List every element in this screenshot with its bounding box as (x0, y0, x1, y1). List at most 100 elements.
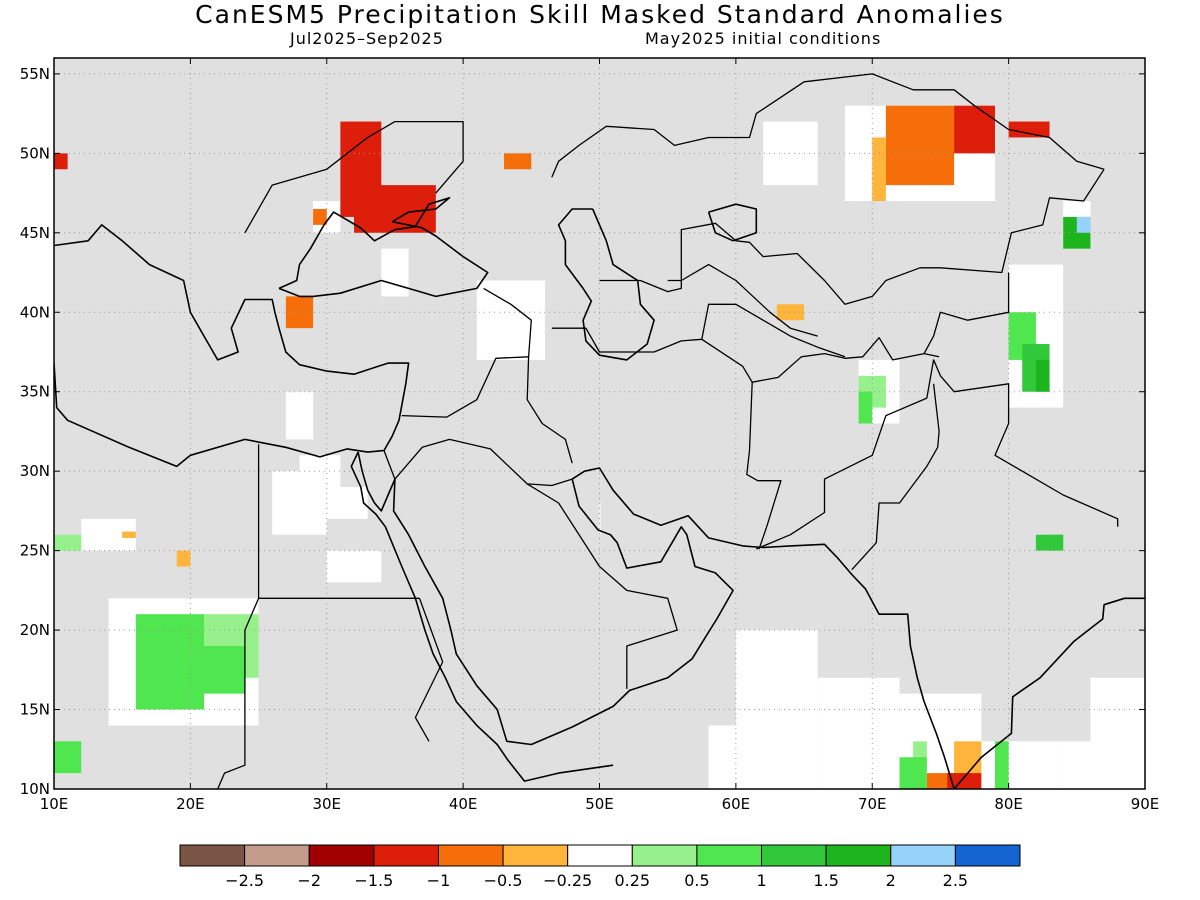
lon-tick-label: 40E (449, 795, 478, 813)
colorbar-swatch (890, 844, 956, 867)
lat-tick-label: 30N (20, 462, 50, 480)
forecast-period: Jul2025–Sep2025 (290, 29, 444, 48)
map-title: CanESM5 Precipitation Skill Masked Stand… (195, 0, 1005, 29)
colorbar-swatch (761, 844, 827, 867)
country-border (244, 120, 464, 234)
anomaly-cell (190, 645, 245, 694)
anomaly-cell (1035, 359, 1050, 392)
colorbar-label: −0.5 (484, 871, 523, 890)
anomaly-cell (354, 185, 436, 233)
country-border (414, 598, 444, 742)
colorbar-swatch (825, 844, 892, 867)
anomaly-cell (947, 773, 982, 789)
anomaly-cell (1035, 534, 1064, 551)
colorbar-label: 0.25 (614, 871, 650, 890)
anomaly-cell (1008, 121, 1050, 138)
coastline (953, 597, 1145, 789)
colorbar-swatch (373, 844, 439, 867)
country-border (752, 337, 940, 383)
colorbar-label: 0.5 (684, 871, 709, 890)
colorbar-swatch (244, 844, 310, 867)
anomaly-cell (54, 741, 82, 774)
colorbar-label: −2 (297, 871, 321, 890)
coastline (391, 197, 451, 228)
country-border (551, 327, 782, 550)
anomaly-cell (299, 487, 368, 519)
anomaly-cell (776, 304, 805, 321)
lat-tick-label: 15N (20, 701, 50, 719)
country-border (701, 303, 846, 358)
anomaly-cell (1063, 741, 1105, 789)
anomaly-cell (54, 534, 82, 551)
colorbar-swatch (631, 844, 698, 867)
lon-tick-label: 10E (40, 795, 69, 813)
colorbar-swatch (179, 844, 246, 867)
lat-tick-label: 50N (20, 144, 50, 162)
anomaly-cell (381, 248, 409, 297)
colorbar-label: 2 (886, 871, 896, 890)
coastline (350, 451, 614, 782)
lon-tick-label: 90E (1131, 795, 1160, 813)
lon-tick-label: 70E (858, 795, 887, 813)
colorbar-label: −2.5 (225, 871, 264, 890)
anomaly-cell (54, 153, 68, 170)
anomaly-cell (504, 153, 532, 170)
colorbar-swatch (567, 844, 633, 867)
lat-tick-label: 20N (20, 621, 50, 639)
lat-tick-label: 10N (20, 780, 50, 798)
colorbar-label: −0.25 (543, 871, 592, 890)
colorbar-swatch (308, 844, 375, 867)
country-border (599, 168, 1105, 305)
initial-conditions: May2025 initial conditions (645, 29, 882, 48)
anomaly-cell (885, 105, 955, 186)
lon-tick-label: 80E (994, 795, 1023, 813)
lat-tick-label: 45N (20, 224, 50, 242)
lon-tick-label: 30E (312, 795, 341, 813)
colorbar-label: 2.5 (943, 871, 968, 890)
colorbar-label: 1 (756, 871, 766, 890)
anomaly-cell (285, 391, 314, 440)
anomaly-cell (708, 725, 764, 789)
country-border (923, 272, 1010, 354)
anomaly-cell (899, 757, 927, 789)
coastline (357, 451, 955, 789)
colorbar-swatch (437, 844, 504, 867)
country-border (383, 438, 573, 487)
colorbar-swatch (954, 844, 1021, 867)
country-border (401, 356, 529, 418)
country-border (526, 483, 678, 689)
country-border (851, 383, 940, 571)
anomaly-cell (313, 208, 327, 225)
lon-tick-label: 60E (722, 795, 751, 813)
anomaly-cell (994, 741, 1009, 789)
country-border (483, 287, 573, 464)
anomaly-cell (176, 550, 191, 567)
country-border (667, 263, 818, 337)
country-border (551, 73, 1105, 178)
axis-ticks: 10E 20E 30E 40E 50E 60E 70E 80E 90E 10N 15N 20N 25N 3… (20, 58, 1160, 813)
anomaly-cell (858, 391, 873, 424)
colorbar: −2.5 −2 −1.5 −1 −0.5 −0.25 0.25 0.5 1 1.5 2 2.5 (179, 844, 1021, 890)
colorbar-label: −1.5 (354, 871, 393, 890)
lat-tick-label: 25N (20, 542, 50, 560)
anomaly-cell (476, 280, 545, 360)
colorbar-swatch (502, 844, 569, 867)
country-border (756, 359, 1119, 550)
anomaly-cell (872, 137, 886, 202)
anomaly-cell (954, 105, 995, 154)
anomaly-cell (122, 531, 136, 538)
anomaly-cell (763, 121, 818, 186)
coastlines (54, 197, 1145, 789)
lat-tick-label: 55N (20, 65, 50, 83)
anomaly-cell (1076, 216, 1091, 233)
country-border (217, 598, 260, 789)
country-borders (217, 73, 1119, 789)
anomaly-cell (817, 677, 900, 789)
lon-tick-label: 50E (585, 795, 614, 813)
anomaly-cell (326, 550, 382, 583)
colorbar-swatch (696, 844, 763, 867)
lat-tick-label: 40N (20, 303, 50, 321)
coastline (707, 203, 758, 242)
coastline (278, 211, 489, 298)
